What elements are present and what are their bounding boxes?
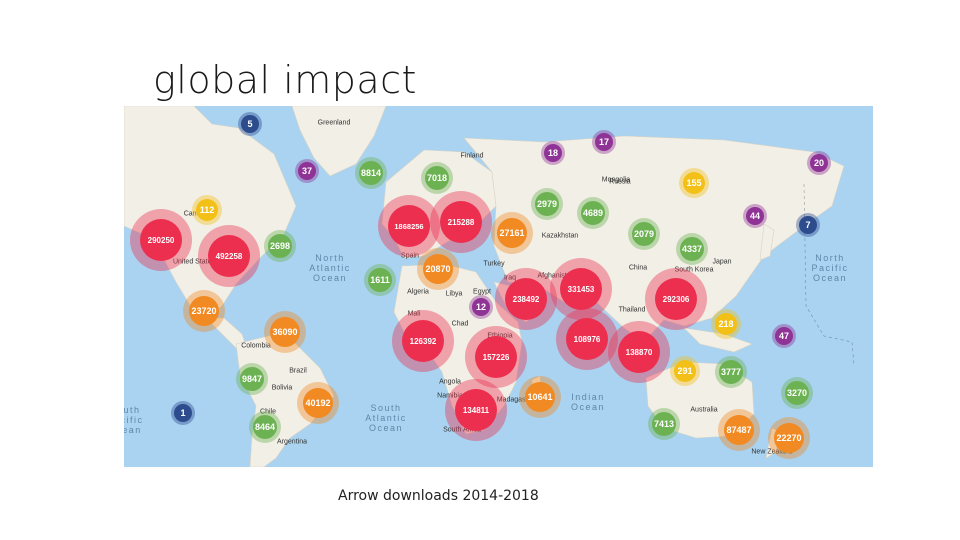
cluster-marker-southeast-asia-islands[interactable]: 218: [711, 309, 741, 339]
cluster-count: 157226: [475, 336, 517, 378]
world-map[interactable]: North Atlantic Ocean North Pacific Ocean S…: [124, 106, 873, 467]
cluster-count: 112: [196, 199, 218, 221]
cluster-count: 10641: [525, 382, 555, 412]
cluster-marker-arctic-canada[interactable]: 5: [238, 112, 262, 136]
cluster-count: 12: [472, 298, 490, 316]
cluster-marker-kazakhstan[interactable]: 27161: [491, 212, 533, 254]
cluster-count: 134811: [455, 389, 497, 431]
cluster-count: 292306: [655, 278, 697, 320]
cluster-count: 2698: [268, 234, 292, 258]
cluster-count: 291: [674, 360, 696, 382]
cluster-marker-middle-east[interactable]: 238492: [495, 268, 557, 330]
cluster-count: 17: [595, 133, 613, 151]
cluster-count: 238492: [505, 278, 547, 320]
cluster-marker-indonesia[interactable]: 291: [670, 356, 700, 386]
cluster-count: 27161: [497, 218, 527, 248]
cluster-count: 215288: [440, 201, 482, 243]
cluster-count: 87487: [724, 415, 754, 445]
cluster-count: 36090: [270, 317, 300, 347]
cluster-marker-europe-east[interactable]: 215288: [430, 191, 492, 253]
cluster-count: 20: [810, 154, 828, 172]
cluster-marker-mediterranean-small[interactable]: 12: [469, 295, 493, 319]
cluster-count: 8464: [253, 415, 277, 439]
cluster-marker-australia-west[interactable]: 7413: [648, 408, 680, 440]
cluster-count: 492258: [208, 235, 250, 277]
cluster-count: 8814: [359, 161, 383, 185]
cluster-marker-australia-north[interactable]: 3777: [715, 356, 747, 388]
cluster-marker-usa-west[interactable]: 290250: [130, 209, 192, 271]
cluster-marker-canada-east[interactable]: 2698: [264, 230, 296, 262]
cluster-count: 44: [746, 207, 764, 225]
cluster-marker-mongolia[interactable]: 2079: [628, 218, 660, 250]
caption: Arrow downloads 2014-2018: [338, 488, 539, 504]
cluster-count: 2079: [632, 222, 656, 246]
cluster-marker-oceania-north[interactable]: 47: [772, 324, 796, 348]
cluster-marker-south-asia[interactable]: 108976: [556, 308, 618, 370]
cluster-marker-east-africa[interactable]: 157226: [465, 326, 527, 388]
cluster-marker-scandinavia[interactable]: 7018: [421, 162, 453, 194]
cluster-count: 218: [715, 313, 737, 335]
cluster-marker-russia-north-west[interactable]: 18: [541, 141, 565, 165]
cluster-count: 1611: [368, 268, 392, 292]
cluster-marker-colombia[interactable]: 9847: [236, 363, 268, 395]
cluster-marker-australia-south[interactable]: 87487: [718, 409, 760, 451]
cluster-count: 108976: [566, 318, 608, 360]
cluster-count: 331453: [560, 268, 602, 310]
cluster-count: 37: [298, 162, 316, 180]
cluster-marker-usa-east[interactable]: 492258: [198, 225, 260, 287]
cluster-count: 5: [241, 115, 259, 133]
cluster-count: 20870: [423, 254, 453, 284]
cluster-count: 22270: [774, 423, 804, 453]
cluster-marker-north-africa[interactable]: 20870: [417, 248, 459, 290]
slide-title: global impact: [153, 58, 417, 102]
cluster-marker-pacific-east[interactable]: 3270: [781, 377, 813, 409]
cluster-count: 7: [799, 216, 817, 234]
cluster-marker-russia-far-east[interactable]: 20: [807, 151, 831, 175]
cluster-marker-mexico[interactable]: 23720: [183, 290, 225, 332]
cluster-count: 4689: [581, 201, 605, 225]
cluster-marker-west-africa[interactable]: 126392: [392, 310, 454, 372]
cluster-count: 7413: [652, 412, 676, 436]
cluster-marker-east-asia[interactable]: 292306: [645, 268, 707, 330]
cluster-marker-japan[interactable]: 4337: [676, 233, 708, 265]
cluster-count: 1868256: [388, 205, 430, 247]
cluster-marker-russia-central[interactable]: 4689: [577, 197, 609, 229]
cluster-count: 1: [174, 404, 192, 422]
cluster-count: 7018: [425, 166, 449, 190]
cluster-marker-southern-africa[interactable]: 134811: [445, 379, 507, 441]
cluster-marker-europe-west[interactable]: 1868256: [378, 195, 440, 257]
cluster-marker-brazil[interactable]: 40192: [297, 382, 339, 424]
cluster-count: 155: [683, 172, 705, 194]
cluster-marker-iceland[interactable]: 8814: [355, 157, 387, 189]
cluster-marker-pacific-islands[interactable]: 7: [796, 213, 820, 237]
cluster-count: 47: [775, 327, 793, 345]
cluster-count: 126392: [402, 320, 444, 362]
cluster-marker-russia-west[interactable]: 2979: [531, 188, 563, 220]
cluster-marker-chile[interactable]: 8464: [249, 411, 281, 443]
cluster-marker-russia-pacific[interactable]: 44: [743, 204, 767, 228]
cluster-count: 9847: [240, 367, 264, 391]
cluster-count: 3270: [785, 381, 809, 405]
cluster-count: 2979: [535, 192, 559, 216]
cluster-marker-alaska[interactable]: 37: [295, 159, 319, 183]
cluster-count: 3777: [719, 360, 743, 384]
cluster-marker-madagascar[interactable]: 10641: [519, 376, 561, 418]
cluster-marker-india[interactable]: 331453: [550, 258, 612, 320]
cluster-marker-atlantic-islands[interactable]: 1611: [364, 264, 396, 296]
cluster-count: 23720: [189, 296, 219, 326]
cluster-marker-south-america-small[interactable]: 1: [171, 401, 195, 425]
cluster-count: 290250: [140, 219, 182, 261]
cluster-marker-venezuela[interactable]: 36090: [264, 311, 306, 353]
cluster-marker-southeast-asia[interactable]: 138870: [608, 321, 670, 383]
cluster-count: 40192: [303, 388, 333, 418]
cluster-count: 4337: [680, 237, 704, 261]
cluster-marker-siberia[interactable]: 155: [679, 168, 709, 198]
cluster-marker-new-zealand[interactable]: 22270: [768, 417, 810, 459]
cluster-count: 18: [544, 144, 562, 162]
cluster-count: 138870: [618, 331, 660, 373]
cluster-marker-canada-north[interactable]: 112: [192, 195, 222, 225]
cluster-marker-russia-north-central[interactable]: 17: [592, 130, 616, 154]
